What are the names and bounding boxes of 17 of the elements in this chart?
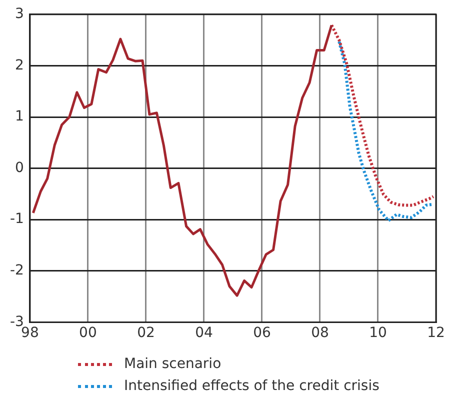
x-tick-label: 10 (369, 325, 387, 342)
y-tick-label: 1 (15, 108, 24, 125)
x-tick-label: 00 (79, 325, 97, 342)
y-tick-label: -2 (10, 262, 24, 279)
x-tick-label: 06 (253, 325, 271, 342)
y-tick-label: 2 (15, 57, 24, 74)
x-tick-label: 04 (195, 325, 213, 342)
y-tick-label: -1 (10, 211, 24, 228)
y-tick-label: 3 (15, 6, 24, 22)
x-tick-label: 98 (21, 325, 39, 342)
y-tick-label: 0 (15, 160, 24, 176)
line-series (330, 24, 435, 207)
x-tick-label: 02 (137, 325, 155, 342)
legend-label: Main scenario (124, 356, 222, 372)
legend-label: Intensified effects of the credit crisis (124, 378, 380, 394)
x-tick-label: 12 (427, 325, 445, 342)
x-tick-label: 08 (311, 325, 329, 342)
